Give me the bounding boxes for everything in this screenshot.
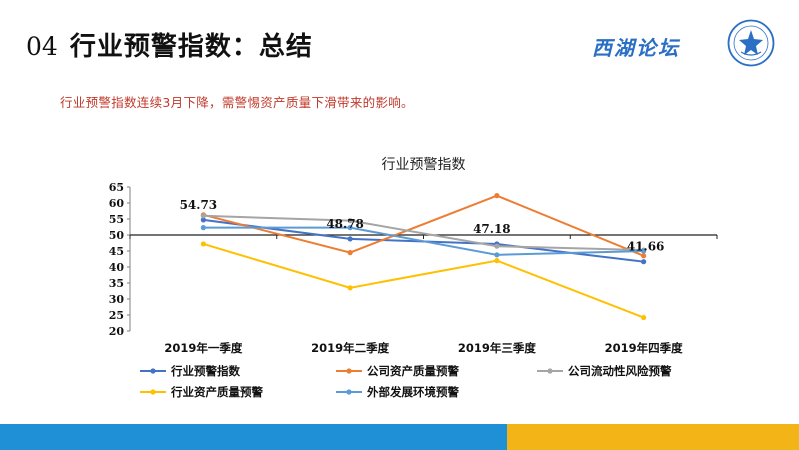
series-line: [203, 243, 644, 319]
data-point: [347, 285, 353, 291]
y-tick-label: 50: [109, 229, 125, 242]
data-label: 41.66: [627, 240, 665, 254]
chart-area: 行业预警指数 20 25 30 35 40 45 50 55 60 65 2019年一季度 2019年二…: [100, 145, 740, 415]
legend-marker: [346, 389, 352, 395]
data-point: [641, 253, 647, 259]
x-tick-label: 2019年三季度: [458, 341, 537, 355]
slide-subtitle: 行业预警指数连续3月下降，需警惕资产质量下滑带来的影响。: [60, 95, 414, 110]
y-tick-label: 20: [109, 325, 125, 338]
data-point: [494, 193, 500, 199]
legend-marker: [547, 368, 553, 374]
y-tick-label: 35: [109, 277, 124, 290]
data-point: [494, 243, 500, 249]
legend-marker: [150, 368, 156, 374]
data-point: [347, 218, 353, 224]
page-title: 行业预警指数：总结: [69, 32, 313, 62]
y-tick-label: 65: [109, 181, 124, 194]
x-tick-label: 2019年一季度: [164, 341, 243, 355]
series-line: [203, 214, 644, 252]
data-point: [494, 258, 500, 264]
data-point: [641, 259, 647, 265]
data-point: [200, 217, 206, 223]
data-point: [200, 213, 206, 219]
y-tick-label: 40: [109, 261, 125, 274]
y-tick-label: 45: [109, 245, 124, 258]
data-label: 47.18: [473, 222, 511, 236]
legend-marker: [150, 389, 156, 395]
footer-bar-yellow: [507, 424, 799, 450]
data-label: 54.73: [180, 198, 218, 212]
data-point: [347, 236, 353, 242]
series-line: [203, 194, 645, 257]
data-point: [494, 252, 500, 258]
data-point: [641, 314, 647, 321]
chart-title: 行业预警指数: [382, 157, 466, 173]
y-tick-label: 30: [109, 293, 125, 306]
x-tick-label: 2019年二季度: [311, 341, 390, 355]
y-tick-label: 25: [109, 309, 124, 322]
legend-label: 外部发展环境预警: [366, 385, 459, 399]
legend-label: 公司流动性风险预警: [568, 364, 672, 378]
data-label: 48.78: [326, 217, 364, 231]
footer-bar: [0, 424, 799, 450]
forum-seal-icon: [727, 19, 775, 67]
data-point: [347, 250, 353, 256]
y-tick-label: 60: [109, 197, 125, 210]
legend-label: 公司资产质量预警: [367, 364, 459, 378]
legend-marker: [346, 368, 352, 374]
x-tick-label: 2019年四季度: [605, 341, 684, 355]
brand-name: 西湖论坛: [592, 36, 680, 60]
section-number: 04: [26, 32, 58, 61]
line-chart: 行业预警指数 20 25 30 35 40 45 50 55 60 65 2019年一季度 2019年二…: [109, 157, 718, 399]
legend-label: 行业资产质量预警: [170, 385, 263, 399]
y-tick-label: 55: [109, 213, 124, 226]
data-point: [200, 225, 206, 231]
series-line: [203, 226, 644, 256]
legend-label: 行业预警指数: [170, 364, 240, 378]
slide-title: 04 行业预警指数：总结: [26, 26, 313, 66]
footer-bar-blue: [0, 424, 507, 450]
data-point: [200, 241, 206, 247]
data-point: [347, 225, 353, 231]
data-point: [641, 248, 647, 254]
